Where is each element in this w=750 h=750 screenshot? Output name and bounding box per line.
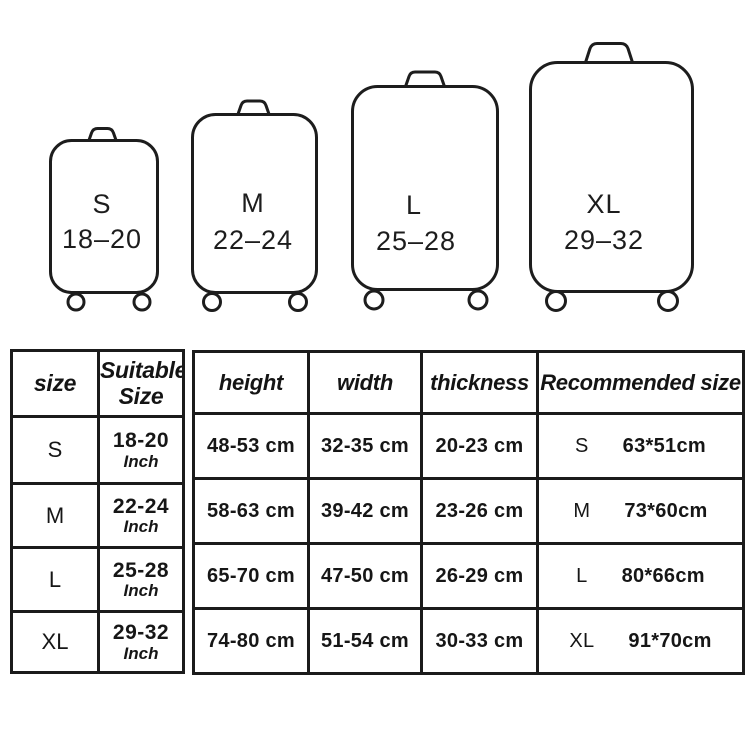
height-column-header: height bbox=[192, 350, 310, 415]
width-cell: 51-54 cm bbox=[307, 607, 423, 675]
inch-range: 25-28 bbox=[112, 558, 170, 582]
recommended-size-cell: L 80*66cm bbox=[536, 542, 745, 610]
suitable-size-cell: 29-32 Inch bbox=[97, 610, 185, 674]
recommended-size-letter: S bbox=[575, 434, 589, 457]
suitable-size-column-header: Suitable Size bbox=[97, 349, 185, 418]
suitable-size-cell: 18-20 Inch bbox=[97, 415, 185, 485]
recommended-size-letter: L bbox=[576, 564, 588, 587]
table-row: 48-53 cm 32-35 cm 20-23 cm S 63*51cm bbox=[192, 412, 745, 480]
table-row: L 25-28 Inch bbox=[10, 546, 185, 613]
width-column-header: width bbox=[307, 350, 423, 415]
dimensions-table-header-row: height width thickness Recommended size bbox=[192, 350, 745, 415]
size-cell: M bbox=[10, 482, 100, 549]
height-cell: 48-53 cm bbox=[192, 412, 310, 480]
suitable-size-cell: 25-28 Inch bbox=[97, 546, 185, 613]
recommended-size-cell: M 73*60cm bbox=[536, 477, 745, 545]
table-row: M 22-24 Inch bbox=[10, 482, 185, 549]
suitcase-l-range: 25–28 bbox=[376, 226, 456, 256]
inch-unit: Inch bbox=[123, 581, 159, 601]
suitable-size-cell: 22-24 Inch bbox=[97, 482, 185, 549]
recommended-size-dimensions: 63*51cm bbox=[622, 434, 706, 457]
size-cell: L bbox=[10, 546, 100, 613]
suitcase-s-range: 18–20 bbox=[62, 224, 142, 254]
suitcase-l: L 25–28 bbox=[351, 70, 499, 311]
thickness-cell: 23-26 cm bbox=[420, 477, 539, 545]
recommended-size-column-header: Recommended size bbox=[536, 350, 745, 415]
suitcase-l-wheel-icon bbox=[467, 289, 489, 311]
size-table: size Suitable Size S 18-20 Inch M 22-24 … bbox=[10, 349, 185, 674]
inch-unit: Inch bbox=[123, 643, 159, 663]
suitcase-xl-range: 29–32 bbox=[564, 225, 644, 255]
suitcase-xl-label: XL bbox=[586, 189, 621, 219]
suitcase-m: M 22–24 bbox=[191, 99, 318, 312]
suitcase-s-body bbox=[49, 139, 159, 294]
height-cell: 74-80 cm bbox=[192, 607, 310, 675]
suitcase-illustrations: S 18–20 M 22–24 L 25–28 XL bbox=[49, 42, 694, 312]
width-cell: 47-50 cm bbox=[307, 542, 423, 610]
thickness-column-header: thickness bbox=[420, 350, 539, 415]
suitcase-s-label: S bbox=[92, 189, 111, 219]
recommended-size-dimensions: 91*70cm bbox=[628, 629, 712, 652]
thickness-cell: 20-23 cm bbox=[420, 412, 539, 480]
suitcase-l-wheel-icon bbox=[363, 289, 385, 311]
recommended-size-dimensions: 73*60cm bbox=[624, 499, 708, 522]
thickness-cell: 26-29 cm bbox=[420, 542, 539, 610]
thickness-cell: 30-33 cm bbox=[420, 607, 539, 675]
height-cell: 65-70 cm bbox=[192, 542, 310, 610]
table-row: S 18-20 Inch bbox=[10, 415, 185, 485]
inch-range: 18-20 bbox=[112, 429, 170, 453]
table-row: XL 29-32 Inch bbox=[10, 610, 185, 674]
size-cell: XL bbox=[10, 610, 100, 674]
suitcase-m-wheel-icon bbox=[202, 292, 222, 312]
suitcase-m-label: M bbox=[241, 188, 265, 218]
suitcase-xl: XL 29–32 bbox=[529, 42, 694, 312]
suitcase-l-handle-icon bbox=[403, 70, 447, 89]
table-row: 65-70 cm 47-50 cm 26-29 cm L 80*66cm bbox=[192, 542, 745, 610]
suitcase-m-wheel-icon bbox=[288, 292, 308, 312]
inch-unit: Inch bbox=[123, 517, 159, 537]
inch-range: 29-32 bbox=[112, 621, 170, 645]
recommended-size-cell: S 63*51cm bbox=[536, 412, 745, 480]
recommended-size-letter: XL bbox=[569, 629, 595, 652]
height-cell: 58-63 cm bbox=[192, 477, 310, 545]
suitcase-l-label: L bbox=[406, 190, 422, 220]
size-column-header: size bbox=[10, 349, 100, 418]
dimensions-table: height width thickness Recommended size … bbox=[192, 350, 745, 675]
suitcase-s-wheel-icon bbox=[132, 292, 152, 312]
inch-range: 22-24 bbox=[112, 494, 170, 518]
width-cell: 32-35 cm bbox=[307, 412, 423, 480]
suitcase-xl-handle-icon bbox=[583, 42, 635, 65]
recommended-size-dimensions: 80*66cm bbox=[621, 564, 705, 587]
suitcase-s-wheel-icon bbox=[66, 292, 86, 312]
recommended-size-cell: XL 91*70cm bbox=[536, 607, 745, 675]
width-cell: 39-42 cm bbox=[307, 477, 423, 545]
table-row: 74-80 cm 51-54 cm 30-33 cm XL 91*70cm bbox=[192, 607, 745, 675]
suitcase-l-body bbox=[351, 85, 499, 291]
suitcase-xl-body bbox=[529, 61, 694, 293]
suitcase-s: S 18–20 bbox=[49, 127, 159, 312]
suitcase-xl-wheel-icon bbox=[545, 290, 567, 312]
recommended-size-letter: M bbox=[573, 499, 591, 522]
size-table-header-row: size Suitable Size bbox=[10, 349, 185, 418]
table-row: 58-63 cm 39-42 cm 23-26 cm M 73*60cm bbox=[192, 477, 745, 545]
suitcase-m-body bbox=[191, 113, 318, 294]
inch-unit: Inch bbox=[123, 451, 159, 471]
size-cell: S bbox=[10, 415, 100, 485]
suitcase-m-range: 22–24 bbox=[213, 225, 293, 255]
suitcase-xl-wheel-icon bbox=[657, 290, 679, 312]
